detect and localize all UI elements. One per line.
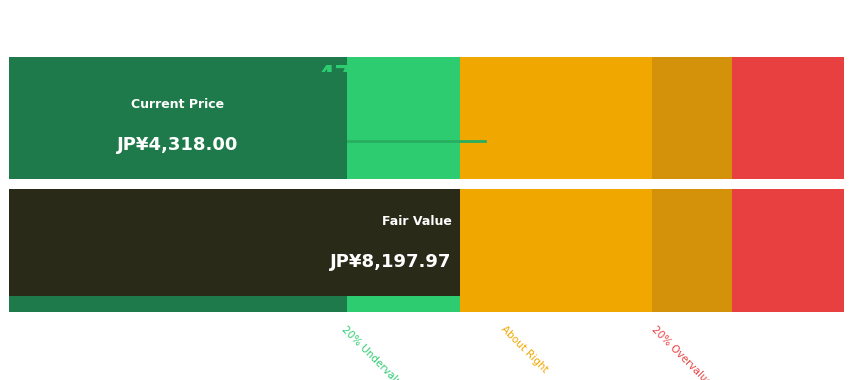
Bar (731, 57, 843, 72)
Bar (459, 72, 652, 179)
Text: 20% Undervalued: 20% Undervalued (340, 324, 412, 380)
Bar (9, 72, 347, 179)
Bar (9, 189, 459, 296)
Bar (652, 189, 731, 296)
Bar (347, 189, 459, 296)
Bar (9, 57, 347, 72)
Text: 47.3%: 47.3% (318, 63, 404, 87)
Text: About Right: About Right (498, 324, 549, 375)
Text: JP¥4,318.00: JP¥4,318.00 (117, 136, 239, 154)
Text: 20% Overvalued: 20% Overvalued (648, 324, 717, 380)
Text: Undervalued: Undervalued (318, 104, 406, 118)
Bar (731, 189, 843, 296)
Bar (9, 296, 347, 312)
Bar (652, 57, 731, 72)
Bar (652, 72, 731, 179)
Bar (9, 72, 347, 179)
Text: Current Price: Current Price (131, 98, 224, 111)
Bar (731, 296, 843, 312)
Bar (347, 296, 459, 312)
Bar (347, 72, 459, 179)
Bar (459, 57, 652, 72)
Bar (9, 189, 347, 296)
Bar (731, 72, 843, 179)
Bar (347, 57, 459, 72)
Bar (459, 296, 652, 312)
Text: Fair Value: Fair Value (381, 215, 451, 228)
Bar (652, 296, 731, 312)
Bar (459, 189, 652, 296)
Text: JP¥8,197.97: JP¥8,197.97 (330, 253, 451, 271)
